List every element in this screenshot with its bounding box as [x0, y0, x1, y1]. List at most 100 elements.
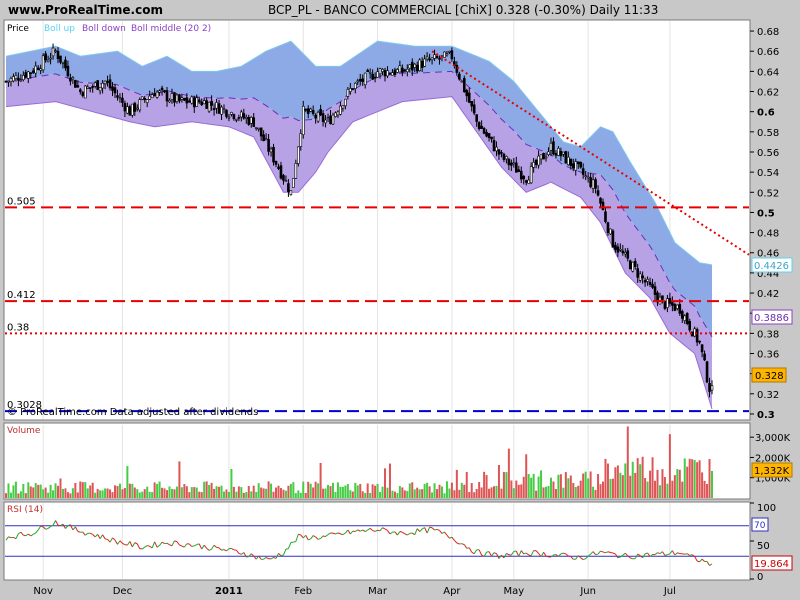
rsi-segment — [119, 540, 123, 544]
x-tick-label: Apr — [443, 586, 461, 597]
candle-body — [477, 122, 481, 129]
volume-bar — [322, 488, 325, 498]
candle-body — [277, 166, 280, 169]
volume-bar — [532, 473, 535, 498]
x-tick-label: 2011 — [215, 586, 243, 597]
rsi-segment — [278, 553, 282, 556]
volume-bar — [210, 482, 213, 498]
candle-body — [230, 112, 233, 115]
candle-body — [515, 162, 518, 173]
candle-body — [448, 51, 451, 53]
rsi-panel[interactable] — [3, 501, 751, 581]
candle-body — [192, 97, 196, 108]
candle-body — [480, 125, 483, 129]
volume-bar — [619, 472, 622, 498]
volume-bar — [344, 485, 347, 498]
candle-body — [321, 113, 325, 122]
rsi-segment — [614, 553, 619, 559]
candle-body — [698, 340, 701, 343]
site-name[interactable]: www.ProRealTime.com — [8, 3, 163, 17]
rsi-segment — [463, 544, 468, 549]
candle-body — [131, 103, 134, 116]
volume-bar — [448, 488, 451, 498]
volume-bar — [185, 486, 188, 498]
candle-body — [492, 140, 496, 152]
candle-body — [666, 298, 669, 308]
volume-bar — [336, 482, 339, 498]
candle-body — [183, 98, 186, 101]
candle-body — [341, 105, 345, 109]
candle-body — [433, 54, 436, 59]
candle-body — [160, 87, 164, 91]
candle-body — [643, 280, 647, 283]
candle-body — [12, 76, 15, 82]
candle-body — [353, 83, 357, 89]
rsi-segment — [183, 543, 188, 548]
volume-bar — [5, 493, 7, 498]
volume-bar — [592, 486, 595, 498]
rsi-segment — [654, 552, 658, 556]
volume-bar — [688, 458, 691, 498]
volume-bar — [42, 489, 45, 498]
volume-bar — [29, 486, 32, 498]
candle-body — [29, 72, 33, 75]
rsi-segment — [310, 535, 314, 540]
candle-body — [522, 176, 526, 180]
volume-bar — [711, 470, 713, 498]
volume-bar — [438, 484, 441, 498]
candle-body — [502, 153, 506, 160]
candle-body — [705, 361, 709, 383]
candle-body — [339, 105, 342, 115]
volume-bar — [178, 461, 181, 498]
candle-body — [292, 178, 295, 188]
boll-middle-line — [5, 70, 713, 338]
candle-body — [334, 112, 337, 117]
volume-bar — [661, 469, 664, 498]
volume-bar — [86, 488, 89, 498]
rsi-segment — [515, 550, 520, 557]
candle-body — [272, 146, 275, 163]
volume-bar — [423, 483, 426, 498]
rsi-segment — [144, 545, 148, 548]
volume-bar — [698, 460, 701, 498]
volume-bar — [686, 466, 689, 498]
volume-bar — [81, 482, 84, 498]
volume-bar — [356, 485, 359, 498]
candle-body — [683, 315, 687, 321]
volume-bar — [297, 490, 300, 498]
rsi-segment — [295, 534, 299, 542]
volume-bar — [148, 491, 151, 498]
rsi-segment — [407, 532, 411, 536]
volume-bar — [175, 486, 178, 498]
rsi-segment — [265, 556, 269, 560]
volume-bar — [706, 483, 709, 498]
rsi-segment — [97, 534, 101, 540]
rsi-tick-label: 100 — [757, 503, 776, 514]
rsi-segment — [597, 550, 601, 555]
x-tick-label: Mar — [368, 586, 388, 597]
rsi-segment — [347, 529, 351, 535]
candle-body — [64, 59, 67, 69]
volume-bar — [535, 490, 538, 498]
rsi-segment — [396, 531, 401, 536]
candle-body — [462, 77, 466, 93]
rsi-segment — [580, 557, 584, 561]
y-tick-label: 0.56 — [757, 148, 779, 159]
candle-body — [329, 115, 332, 125]
rsi-segment — [211, 544, 215, 550]
candle-body — [653, 286, 657, 295]
candle-body — [175, 94, 179, 102]
candle-body — [430, 57, 434, 61]
rsi-segment — [624, 552, 629, 557]
volume-bar — [495, 485, 498, 498]
volume-bar — [663, 477, 666, 498]
rsi-segment — [357, 529, 361, 532]
volume-bar — [136, 489, 139, 498]
volume-bar — [428, 486, 431, 498]
rsi-segment — [23, 534, 26, 537]
rsi-segment — [503, 553, 507, 559]
candle-body — [7, 80, 10, 83]
volume-bar — [480, 487, 483, 498]
candle-body — [148, 95, 151, 100]
